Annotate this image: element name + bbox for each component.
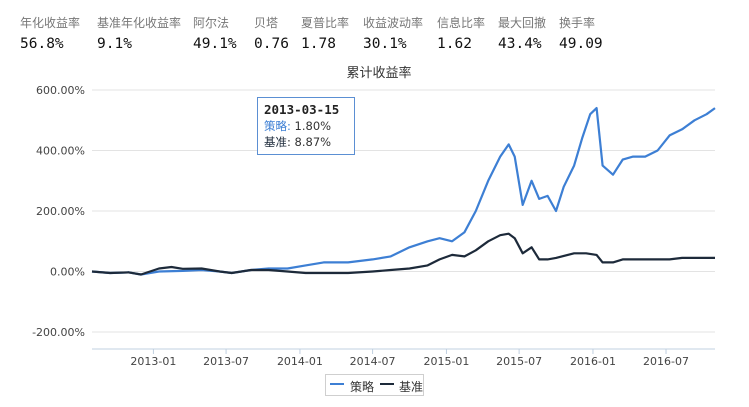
x-tick-label: 2016-07	[643, 355, 689, 368]
tooltip-benchmark-row: 基准: 8.87%	[264, 135, 332, 149]
metric-benchmark-annual-return: 基准年化收益率 9.1%	[97, 14, 181, 52]
chart-title: 累计收益率	[346, 65, 411, 81]
metric-information-ratio: 信息比率 1.62	[437, 14, 485, 52]
metric-label: 贝塔	[254, 16, 279, 30]
tooltip-strategy-label: 策略	[264, 119, 287, 133]
metric-label: 收益波动率	[363, 16, 424, 30]
tooltip-date: 2013-03-15	[264, 102, 340, 117]
tooltip-strategy-row: 策略: 1.80%	[264, 119, 332, 133]
series-line-strategy	[91, 107, 716, 276]
y-tick-label: 0.00%	[50, 266, 85, 279]
legend-item-strategy[interactable]: 策略	[350, 380, 375, 394]
metric-value: 56.8%	[20, 36, 64, 52]
metric-sharpe: 夏普比率 1.78	[301, 14, 349, 52]
metric-value: 30.1%	[363, 36, 407, 52]
x-tick-label: 2016-01	[570, 355, 616, 368]
metric-value: 9.1%	[97, 36, 132, 52]
metric-alpha: 阿尔法 49.1%	[193, 14, 237, 52]
metric-label: 最大回撤	[498, 16, 547, 30]
tooltip-benchmark-value: 8.87%	[294, 135, 332, 149]
metric-label: 阿尔法	[193, 16, 230, 30]
metric-turnover: 换手率 49.09	[559, 14, 603, 52]
series-line-benchmark	[91, 232, 715, 276]
x-axis-labels: 2013-01 2013-07 2014-01 2014-07 2015-01 2015-…	[92, 348, 715, 368]
hover-tooltip: 2013-03-15 策略: 1.80% 基准: 8.87%	[257, 97, 355, 155]
x-tick-label: 2015-01	[423, 355, 469, 368]
x-tick-label: 2015-07	[496, 355, 542, 368]
series-lines	[91, 107, 716, 276]
grid-lines	[92, 89, 715, 333]
metrics-bar: 年化收益率 56.8% 基准年化收益率 9.1% 阿尔法 49.1% 贝塔 0.…	[0, 0, 749, 58]
metric-value: 1.62	[437, 36, 472, 52]
metric-annual-return: 年化收益率 56.8%	[20, 14, 80, 52]
metric-value: 1.78	[301, 36, 336, 52]
y-tick-label: 400.00%	[36, 145, 85, 158]
metric-label: 年化收益率	[20, 16, 81, 30]
tooltip-benchmark-label: 基准	[264, 135, 287, 149]
y-tick-label: -200.00%	[32, 326, 85, 339]
cumulative-return-chart: 累计收益率 600.00% 400.00% 200.00% 0.00% -200.00%…	[32, 65, 716, 385]
metric-beta: 贝塔 0.76	[254, 14, 289, 52]
chart-legend: 策略 基准	[325, 374, 424, 396]
x-tick-label: 2014-07	[350, 355, 396, 368]
metric-max-drawdown: 最大回撤 43.4%	[498, 14, 546, 52]
metric-value: 43.4%	[498, 36, 542, 52]
metric-value: 49.09	[559, 36, 603, 52]
x-tick-label: 2014-01	[277, 355, 323, 368]
metric-label: 信息比率	[437, 16, 486, 30]
y-tick-label: 200.00%	[36, 205, 85, 218]
y-axis-labels: 600.00% 400.00% 200.00% 0.00% -200.00%	[32, 84, 85, 339]
y-tick-label: 600.00%	[36, 84, 85, 97]
tooltip-strategy-value: 1.80%	[294, 119, 332, 133]
x-tick-label: 2013-01	[130, 355, 176, 368]
metric-value: 0.76	[254, 36, 289, 52]
metric-volatility: 收益波动率 30.1%	[363, 14, 423, 52]
metric-label: 换手率	[559, 16, 596, 30]
metric-label: 夏普比率	[301, 16, 350, 30]
x-tick-label: 2013-07	[203, 355, 249, 368]
metric-value: 49.1%	[193, 36, 237, 52]
legend-item-benchmark[interactable]: 基准	[399, 380, 424, 394]
metric-label: 基准年化收益率	[97, 16, 182, 30]
